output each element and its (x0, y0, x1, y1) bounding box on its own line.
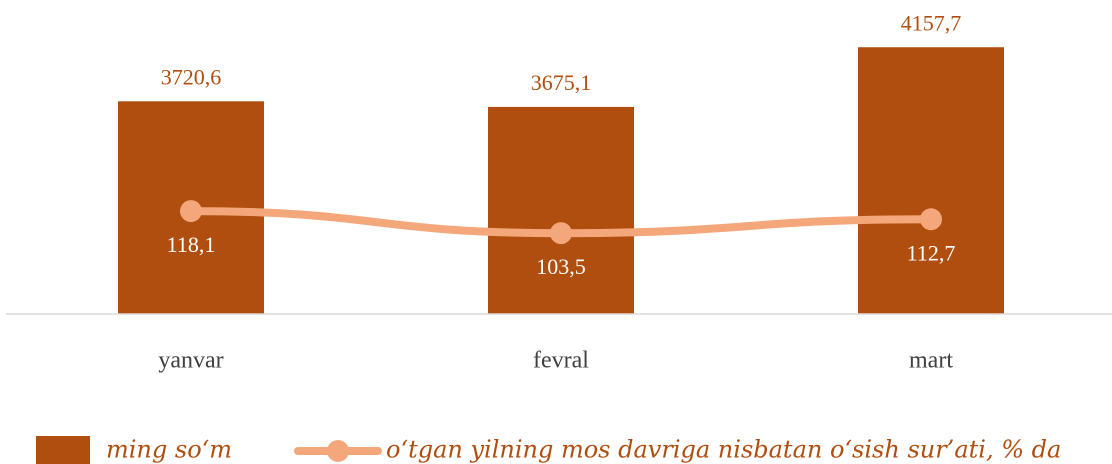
line-label: 112,7 (907, 240, 956, 265)
legend-label: ming so‘m (106, 436, 232, 464)
line-label: 103,5 (536, 254, 586, 279)
line-point (920, 208, 942, 231)
bar-label: 3675,1 (531, 70, 592, 95)
line-point (180, 200, 202, 223)
legend-label: o‘tgan yilning mos davriga nisbatan o‘si… (386, 436, 1061, 464)
legend-marker (327, 440, 349, 462)
legend-swatch (36, 436, 90, 464)
bar-label: 4157,7 (901, 10, 962, 35)
bar (858, 47, 1004, 314)
x-tick-label: fevral (533, 348, 589, 374)
line-point (550, 222, 572, 245)
x-tick-label: yanvar (158, 348, 223, 374)
bar (488, 106, 634, 314)
bar-label: 3720,6 (161, 64, 222, 89)
x-tick-label: mart (909, 348, 953, 374)
line-label: 118,1 (167, 232, 216, 257)
